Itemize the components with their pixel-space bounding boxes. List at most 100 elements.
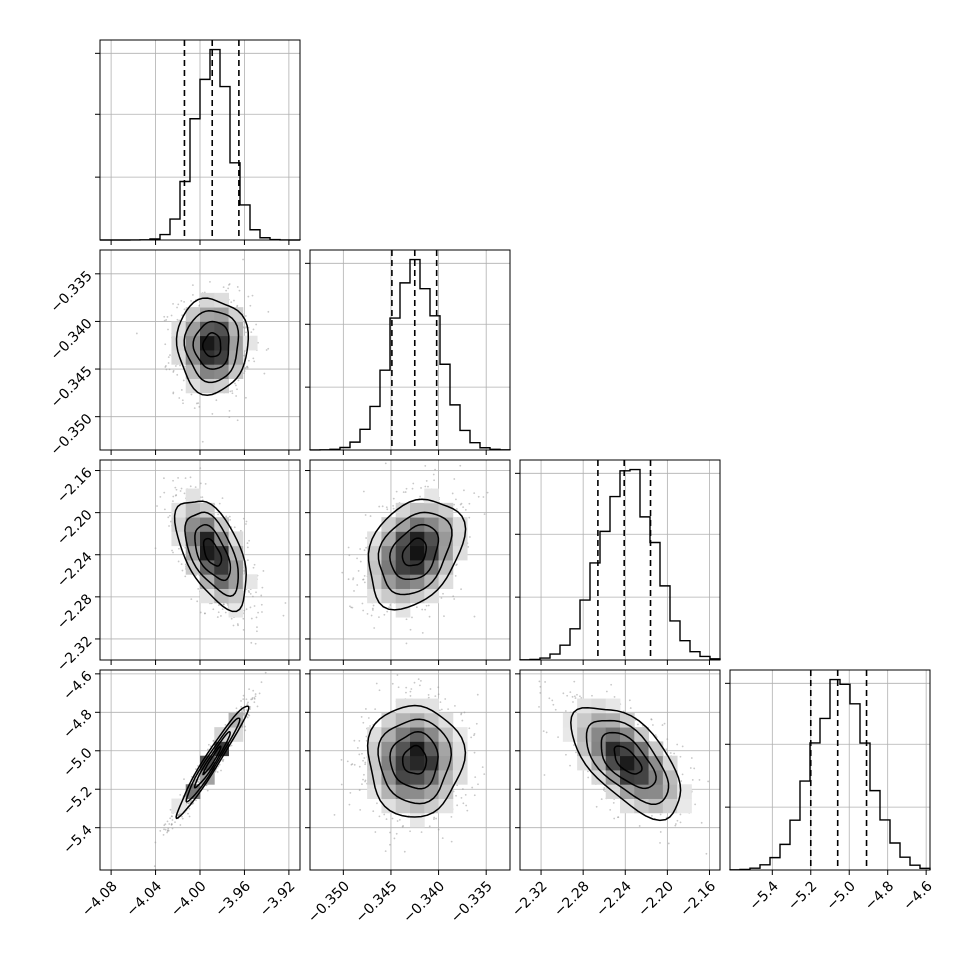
scatter-point (434, 695, 436, 697)
scatter-point (179, 824, 181, 826)
scatter-point (172, 371, 174, 373)
y-tick-label-p2-3: −2.20 (54, 507, 96, 549)
scatter-point (358, 740, 360, 742)
scatter-point (358, 754, 360, 756)
scatter-point (171, 824, 173, 826)
scatter-point (170, 809, 172, 811)
scatter-point (219, 764, 221, 766)
density-cell (410, 756, 425, 771)
scatter-point (164, 343, 166, 345)
scatter-point (379, 689, 381, 691)
scatter-point (254, 605, 256, 607)
scatter-point (168, 823, 170, 825)
scatter-point (164, 320, 166, 322)
scatter-point (247, 702, 249, 704)
scatter-point (212, 740, 214, 742)
scatter-point (190, 485, 192, 487)
scatter-point (165, 829, 167, 831)
scatter-point (236, 707, 238, 709)
density-cell (410, 799, 425, 814)
scatter-point (341, 759, 343, 761)
scatter-point (179, 794, 181, 796)
scatter-point (386, 508, 388, 510)
scatter-point (238, 380, 240, 382)
scatter-point (237, 623, 239, 625)
scatter-point (456, 804, 458, 806)
scatter-point (365, 736, 367, 738)
scatter-point (392, 818, 394, 820)
scatter-point (462, 788, 464, 790)
scatter-point (195, 486, 197, 488)
scatter-point (364, 781, 366, 783)
density-cell (214, 336, 229, 351)
density-cell (229, 336, 244, 351)
scatter-point (163, 492, 165, 494)
scatter-point (361, 753, 363, 755)
scatter-point (188, 802, 190, 804)
scatter-point (453, 598, 455, 600)
scatter-point (358, 570, 360, 572)
scatter-point (424, 486, 426, 488)
scatter-point (255, 324, 257, 326)
scatter-point (363, 774, 365, 776)
scatter-point (227, 288, 229, 290)
scatter-point (409, 830, 411, 832)
scatter-point (482, 766, 484, 768)
scatter-point (451, 841, 453, 843)
scatter-point (468, 517, 470, 519)
scatter-point (424, 465, 426, 467)
scatter-point (253, 701, 255, 703)
scatter-point (429, 825, 431, 827)
scatter-point (217, 771, 219, 773)
scatter-point (428, 697, 430, 699)
scatter-point (352, 577, 354, 579)
scatter-point (454, 705, 456, 707)
scatter-point (362, 760, 364, 762)
scatter-point (357, 747, 359, 749)
scatter-point (362, 779, 364, 781)
scatter-point (172, 480, 174, 482)
scatter-point (163, 834, 165, 836)
scatter-point (182, 399, 184, 401)
scatter-point (341, 572, 343, 574)
scatter-point (397, 674, 399, 676)
scatter-point (363, 491, 365, 493)
scatter-point (248, 540, 250, 542)
scatter-point (603, 787, 605, 789)
scatter-point (389, 832, 391, 834)
scatter-point (167, 329, 169, 331)
scatter-point (462, 506, 464, 508)
scatter-point (232, 392, 234, 394)
scatter-point (180, 300, 182, 302)
scatter-point (167, 828, 169, 830)
scatter-point (351, 607, 353, 609)
scatter-point (256, 617, 258, 619)
scatter-point (334, 814, 336, 816)
scatter-point (219, 503, 221, 505)
scatter-point (182, 402, 184, 404)
scatter-point (362, 603, 364, 605)
scatter-point (364, 762, 366, 764)
scatter-point (468, 503, 470, 505)
scatter-point (263, 373, 265, 375)
scatter-point (246, 698, 248, 700)
scatter-point (412, 483, 414, 485)
scatter-point (418, 678, 420, 680)
scatter-point (361, 783, 363, 785)
y-tick-label-p3-1: −5.2 (60, 784, 95, 819)
scatter-point (225, 724, 227, 726)
panel-3-2 (515, 670, 720, 875)
scatter-point (699, 779, 701, 781)
scatter-point (254, 564, 256, 566)
scatter-point (176, 307, 178, 309)
panel-2-0 (95, 460, 300, 665)
scatter-point (402, 826, 404, 828)
scatter-point (373, 605, 375, 607)
scatter-point (183, 301, 185, 303)
scatter-point (359, 809, 361, 811)
scatter-point (406, 643, 408, 645)
scatter-point (172, 500, 174, 502)
scatter-point (244, 726, 246, 728)
scatter-point (229, 519, 231, 521)
